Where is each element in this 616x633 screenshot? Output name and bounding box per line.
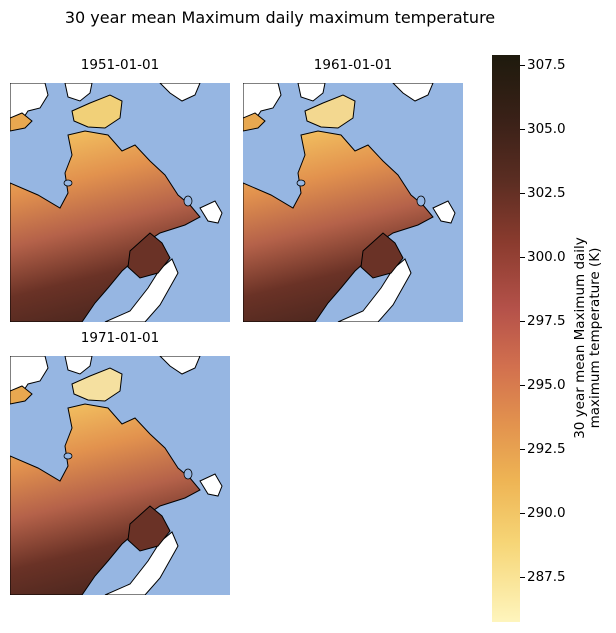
colorbar-tick <box>520 321 525 322</box>
colorbar-label-line2: maximum temperature (K) <box>587 247 603 429</box>
lake-2 <box>183 468 193 480</box>
colorbar-tick-label: 290.0 <box>527 505 566 521</box>
lake-2 <box>183 195 193 207</box>
map-panel-1951 <box>10 83 230 322</box>
land-outside-newfoundland <box>199 200 223 224</box>
map-1971 <box>10 356 223 595</box>
map-panel-1971 <box>10 356 230 595</box>
colorbar-tick-label: 287.5 <box>527 569 566 585</box>
colorbar-tick <box>520 65 525 66</box>
land-north-west <box>10 385 33 405</box>
colorbar-tick <box>520 257 525 258</box>
island-north-east <box>392 83 434 102</box>
colorbar-tick <box>520 385 525 386</box>
land-north-island <box>71 94 123 129</box>
lake-1 <box>63 452 73 460</box>
map-panel-1961 <box>243 83 463 322</box>
colorbar-tick-label: 305.0 <box>527 121 566 137</box>
land-outside-south <box>104 531 179 595</box>
colorbar-label-line1: 30 year mean Maximum daily <box>572 237 588 439</box>
lake-1 <box>296 179 306 187</box>
island-north-east <box>159 356 201 375</box>
panel-title-1971: 1971-01-01 <box>80 330 160 346</box>
lake-1 <box>63 179 73 187</box>
colorbar-tick <box>520 193 525 194</box>
land-quebec <box>10 403 201 595</box>
colorbar-tick-label: 292.5 <box>527 441 566 457</box>
land-outside-south <box>337 258 412 322</box>
colorbar-tick <box>520 449 525 450</box>
land-outside-newfoundland <box>199 473 223 497</box>
colorbar-tick <box>520 513 525 514</box>
map-1951 <box>10 83 223 322</box>
colorbar-tick <box>520 577 525 578</box>
land-outside-north <box>64 83 93 102</box>
panel-title-1961: 1961-01-01 <box>313 57 393 73</box>
land-outside-south <box>104 258 179 322</box>
land-quebec <box>243 130 434 322</box>
land-outside-north <box>64 356 93 375</box>
colorbar-tick-label: 295.0 <box>527 377 566 393</box>
colorbar <box>492 55 520 622</box>
colorbar-tick-label: 302.5 <box>527 185 566 201</box>
lake-2 <box>416 195 426 207</box>
land-north-island <box>304 94 356 129</box>
land-north-island <box>71 367 123 402</box>
figure-title: 30 year mean Maximum daily maximum tempe… <box>64 8 496 27</box>
colorbar-tick <box>520 129 525 130</box>
colorbar-tick-label: 300.0 <box>527 249 566 265</box>
colorbar-tick-label: 297.5 <box>527 313 566 329</box>
land-maritimes <box>127 232 171 279</box>
colorbar-tick-label: 307.5 <box>527 57 566 73</box>
land-north-west <box>10 112 33 132</box>
land-maritimes <box>360 232 404 279</box>
land-quebec <box>10 130 201 322</box>
island-north-east <box>159 83 201 102</box>
land-maritimes <box>127 505 171 552</box>
colorbar-label: 30 year mean Maximum daily maximum tempe… <box>572 237 603 439</box>
land-north-west <box>243 112 266 132</box>
panel-title-1951: 1951-01-01 <box>80 57 160 73</box>
map-1961 <box>243 83 456 322</box>
land-outside-newfoundland <box>432 200 456 224</box>
land-outside-north <box>297 83 326 102</box>
